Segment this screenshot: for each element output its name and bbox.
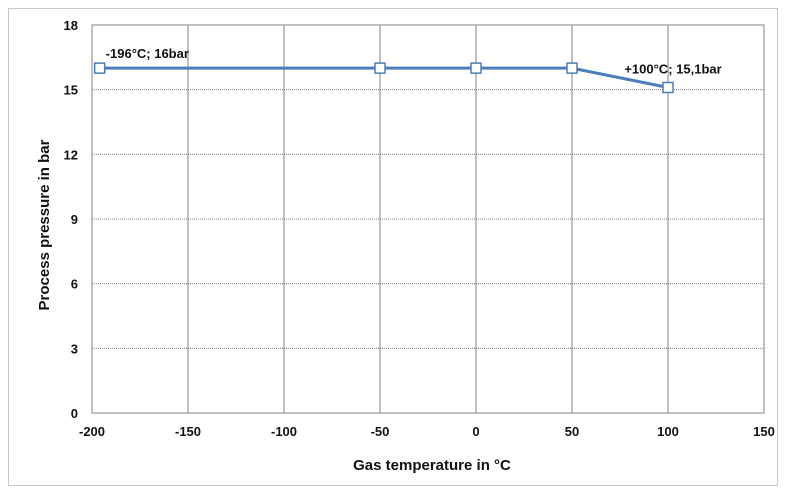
y-tick-label: 6 [71,277,78,292]
x-tick-label: -200 [79,424,105,439]
y-tick-label: 0 [71,406,78,421]
data-point-marker [93,62,106,74]
x-axis-title: Gas temperature in °C [353,457,511,474]
data-point-marker [470,62,482,74]
y-tick-label: 3 [71,341,78,356]
data-point-marker [374,62,386,74]
y-tick-label: 18 [64,18,78,33]
x-tick-label: -100 [271,424,297,439]
series-layer [93,62,674,94]
x-tick-label: 50 [565,424,579,439]
y-tick-label: 9 [71,212,78,227]
tick-layer: -200 -150 -100 -50 0 50 100 150 0 3 6 9 12 15 18 [64,18,775,439]
x-tick-label: 150 [753,424,775,439]
x-tick-label: -50 [371,424,390,439]
data-annotation: +100°C; 15,1bar [624,62,721,77]
annotation-layer: -196°C; 16bar +100°C; 15,1bar [106,46,722,76]
x-tick-label: -150 [175,424,201,439]
data-point-marker [662,81,674,94]
y-tick-label: 12 [64,147,78,162]
y-axis-title: Process pressure in bar [36,139,53,310]
y-tick-label: 15 [64,83,78,98]
x-tick-label: 100 [657,424,679,439]
x-tick-label: 0 [472,424,479,439]
data-point-marker [566,62,578,74]
data-annotation: -196°C; 16bar [106,46,189,61]
